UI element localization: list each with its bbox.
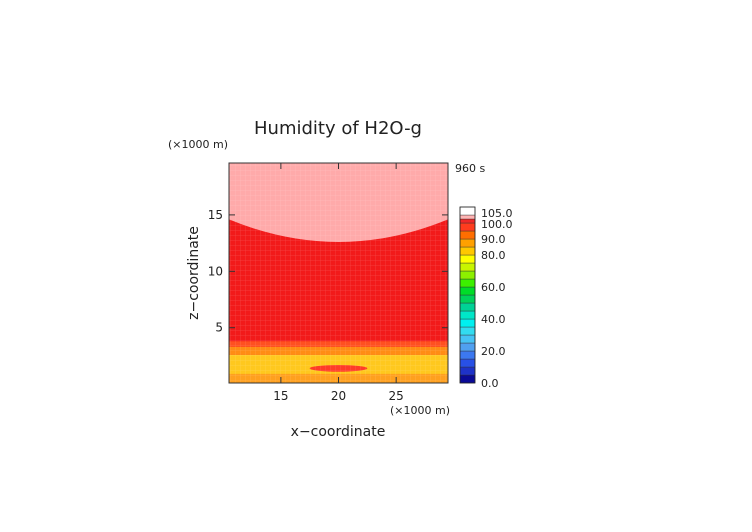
colorbar-tick-label: 80.0	[481, 249, 506, 262]
x-unit-label: (×1000 m)	[390, 404, 450, 417]
colorbar-swatch	[459, 278, 476, 288]
colorbar-swatch	[459, 326, 476, 336]
y-tick-label: 10	[208, 264, 223, 278]
y-axis: 5 10 15	[208, 208, 448, 335]
colorbar-frame	[459, 206, 476, 384]
x-tick-label: 20	[331, 389, 346, 403]
y-axis-label: z−coordinate	[186, 226, 202, 320]
colorbar-swatch	[459, 334, 476, 344]
colorbar-swatch	[459, 262, 476, 272]
time-label: 960 s	[455, 162, 485, 175]
colorbar-swatch	[459, 230, 476, 240]
chart-title: Humidity of H2O-g	[254, 118, 422, 139]
colorbar-swatch	[459, 374, 476, 384]
colorbar-swatch	[459, 206, 476, 216]
x-axis: 15 20 25	[273, 163, 404, 403]
colorbar-tick-label: 100.0	[481, 218, 513, 231]
colorbar-swatch	[459, 254, 476, 264]
colorbar-tick-label: 90.0	[481, 233, 506, 246]
grid-overlay	[229, 163, 448, 383]
colorbar-swatch	[459, 286, 476, 296]
y-tick-label: 5	[215, 321, 223, 335]
colorbar-swatch	[459, 294, 476, 304]
colorbar-swatch	[459, 366, 476, 376]
y-unit-label: (×1000 m)	[168, 138, 228, 151]
colorbar-swatch	[459, 342, 476, 352]
colorbar-tick-label: 40.0	[481, 313, 506, 326]
colorbar-tick-label: 60.0	[481, 281, 506, 294]
colorbar-swatch	[459, 222, 476, 232]
x-tick-label: 25	[388, 389, 403, 403]
colorbar-swatch	[459, 318, 476, 328]
colorbar-swatch	[459, 246, 476, 256]
colorbar-tick-label: 105.0	[481, 207, 513, 220]
colorbar-tick-label: 0.0	[481, 377, 499, 390]
colorbar-swatch	[459, 238, 476, 248]
colorbar-swatch	[459, 350, 476, 360]
colorbar-swatch	[459, 214, 476, 220]
colorbar-tick-label: 20.0	[481, 345, 506, 358]
colorbar-swatch	[459, 270, 476, 280]
x-tick-label: 15	[273, 389, 288, 403]
x-axis-label: x−coordinate	[291, 424, 386, 440]
colorbar-swatch	[459, 302, 476, 312]
y-tick-label: 15	[208, 208, 223, 222]
colorbar-swatch	[459, 310, 476, 320]
colorbar-swatch	[459, 218, 476, 224]
colorbar-swatch	[459, 358, 476, 368]
